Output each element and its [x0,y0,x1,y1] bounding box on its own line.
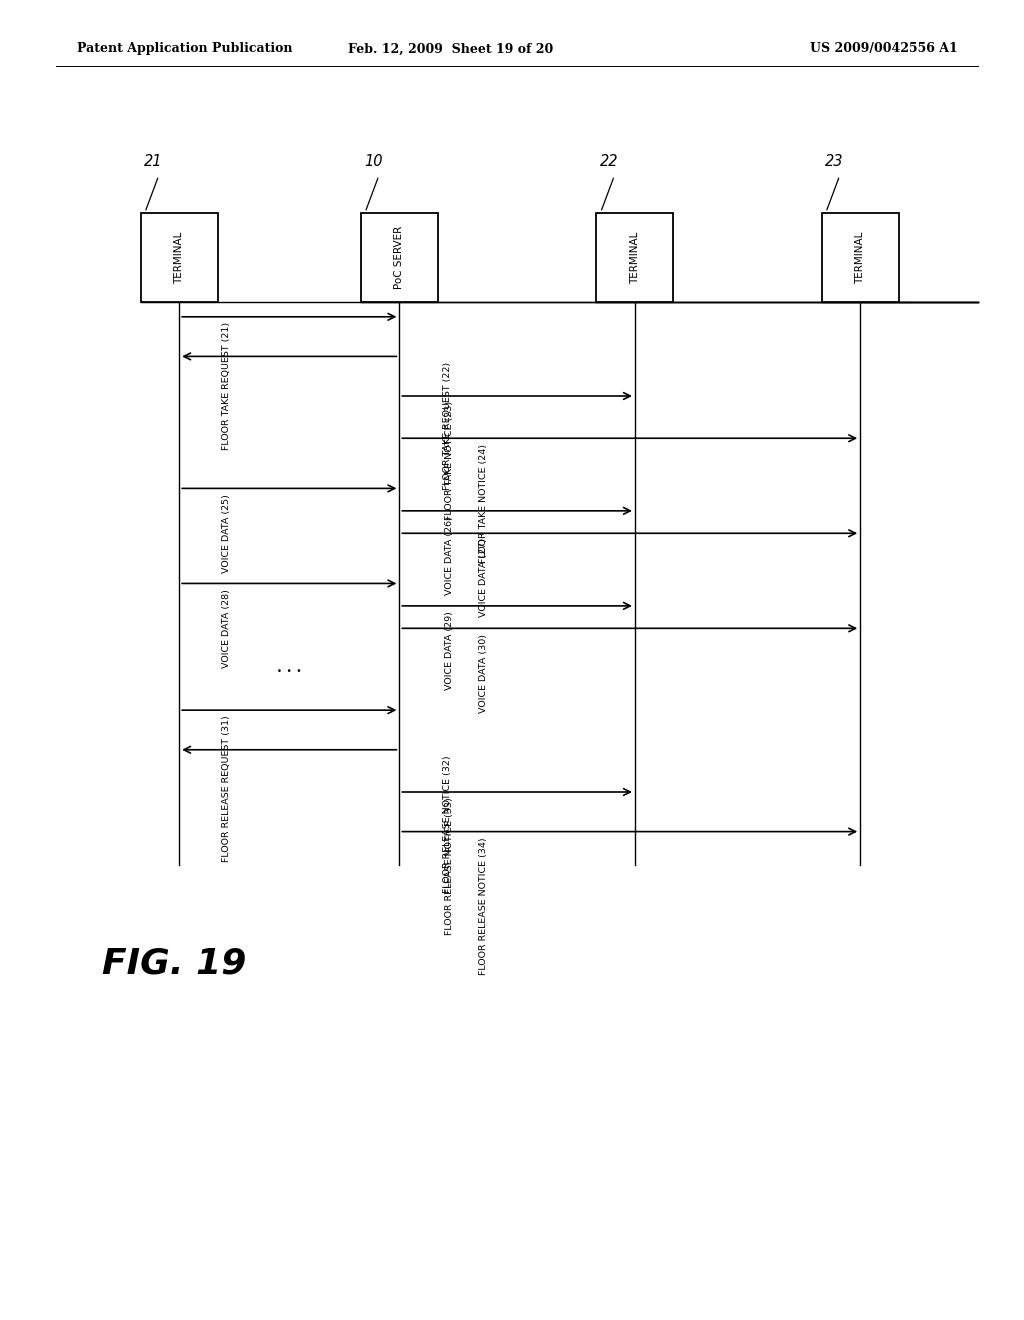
Text: VOICE DATA (27): VOICE DATA (27) [479,539,487,618]
Text: FLOOR RELEASE NOTICE (32): FLOOR RELEASE NOTICE (32) [442,755,452,892]
Text: PoC SERVER: PoC SERVER [394,226,404,289]
Text: FLOOR RELEASE NOTICE (33): FLOOR RELEASE NOTICE (33) [444,797,454,935]
Text: FLOOR TAKE REQUEST (22): FLOOR TAKE REQUEST (22) [442,362,452,490]
Text: FLOOR RELEASE REQUEST (31): FLOOR RELEASE REQUEST (31) [222,715,231,862]
Text: VOICE DATA (29): VOICE DATA (29) [444,611,454,690]
Text: 23: 23 [825,154,844,169]
Text: US 2009/0042556 A1: US 2009/0042556 A1 [810,42,957,55]
Text: VOICE DATA (28): VOICE DATA (28) [222,589,231,668]
Text: TERMINAL: TERMINAL [630,231,640,284]
Text: VOICE DATA (30): VOICE DATA (30) [479,634,487,713]
FancyBboxPatch shape [140,213,217,302]
Text: VOICE DATA (25): VOICE DATA (25) [222,494,231,573]
Text: . . .: . . . [278,661,301,675]
Text: FIG. 19: FIG. 19 [102,946,247,981]
Text: 22: 22 [600,154,618,169]
FancyBboxPatch shape [821,213,899,302]
Text: TERMINAL: TERMINAL [855,231,865,284]
Text: FLOOR TAKE REQUEST (21): FLOOR TAKE REQUEST (21) [222,322,231,450]
Text: FLOOR TAKE NOTICE (24): FLOOR TAKE NOTICE (24) [479,444,487,562]
Text: Patent Application Publication: Patent Application Publication [77,42,292,55]
Text: FLOOR TAKE NOTICE (23): FLOOR TAKE NOTICE (23) [444,401,454,520]
Text: 21: 21 [144,154,163,169]
Text: 10: 10 [365,154,383,169]
FancyBboxPatch shape [361,213,438,302]
Text: FLOOR RELEASE NOTICE (34): FLOOR RELEASE NOTICE (34) [479,837,487,974]
Text: Feb. 12, 2009  Sheet 19 of 20: Feb. 12, 2009 Sheet 19 of 20 [348,42,553,55]
Text: VOICE DATA (26): VOICE DATA (26) [444,516,454,595]
Text: TERMINAL: TERMINAL [174,231,184,284]
FancyBboxPatch shape [596,213,674,302]
